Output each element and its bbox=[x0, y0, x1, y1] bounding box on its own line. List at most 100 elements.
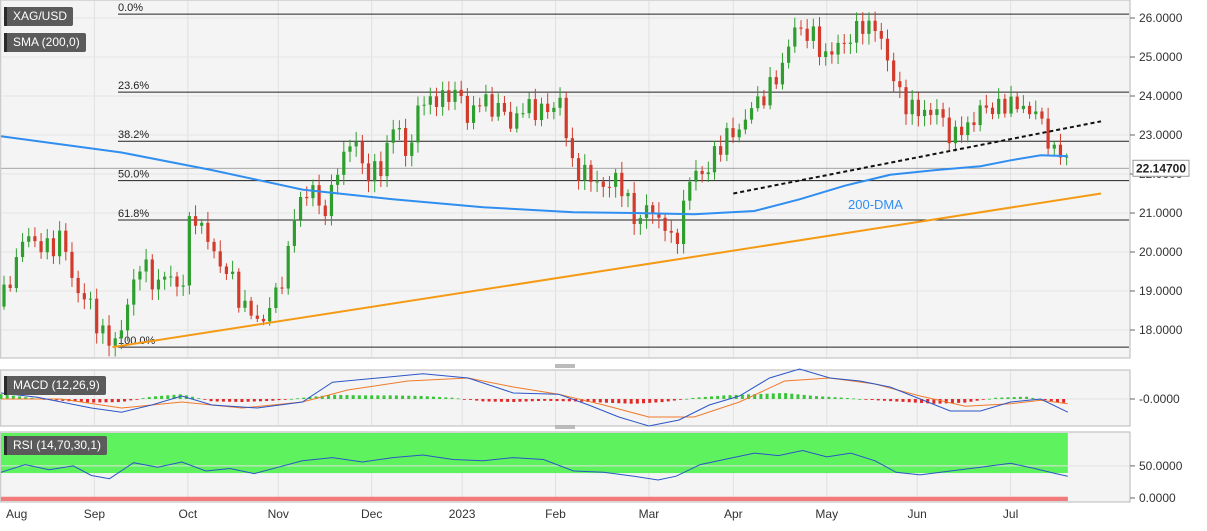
candle-up bbox=[978, 105, 982, 126]
macd-histogram-bar bbox=[852, 398, 856, 400]
macd-histogram-bar bbox=[289, 398, 293, 400]
rsi-indicator-label[interactable]: RSI (14,70,30,1) bbox=[4, 436, 108, 455]
pane-resize-handle-1[interactable] bbox=[555, 364, 575, 368]
candle-down bbox=[805, 28, 809, 41]
candle-up bbox=[397, 128, 402, 130]
sma-200-line bbox=[0, 135, 1068, 216]
macd-histogram-bar bbox=[771, 393, 775, 399]
macd-histogram-bar bbox=[722, 395, 726, 399]
candle-down bbox=[904, 87, 908, 115]
macd-histogram-bar bbox=[55, 399, 59, 401]
candle-up bbox=[1021, 105, 1025, 110]
sma-indicator-label[interactable]: SMA (200,0) bbox=[4, 33, 86, 52]
candle-up bbox=[515, 113, 519, 129]
candle-up bbox=[101, 325, 105, 334]
candle-up bbox=[471, 105, 476, 123]
macd-histogram-bar bbox=[1012, 397, 1016, 399]
macd-histogram-bar bbox=[666, 399, 670, 402]
candle-down bbox=[305, 196, 309, 199]
candle-up bbox=[867, 20, 871, 34]
candle-up bbox=[558, 97, 562, 108]
macd-line bbox=[0, 368, 1069, 427]
candle-up bbox=[119, 330, 123, 339]
candle-up bbox=[638, 217, 642, 224]
rising-trendline bbox=[112, 192, 1102, 349]
candle-up bbox=[231, 271, 235, 274]
candle-down bbox=[1015, 96, 1019, 110]
macd-histogram-bar bbox=[598, 399, 602, 403]
macd-histogram-bar bbox=[777, 393, 781, 399]
candle-down bbox=[76, 277, 80, 294]
candle-down bbox=[576, 158, 581, 181]
macd-histogram-bar bbox=[617, 399, 621, 404]
macd-histogram-bar bbox=[147, 397, 151, 399]
macd-histogram-bar bbox=[197, 398, 201, 400]
macd-histogram-bar bbox=[283, 399, 287, 400]
x-tick-label: Mar bbox=[639, 507, 660, 521]
candle-down bbox=[916, 99, 920, 117]
macd-histogram-bar bbox=[376, 395, 380, 399]
macd-histogram-bar bbox=[882, 399, 886, 401]
macd-histogram-bar bbox=[153, 396, 157, 399]
macd-histogram-bar bbox=[845, 398, 849, 399]
macd-histogram-bar bbox=[994, 397, 998, 399]
candle-up bbox=[286, 245, 290, 289]
macd-histogram-bar bbox=[221, 399, 225, 402]
candle-down bbox=[107, 325, 111, 346]
macd-histogram-bar bbox=[790, 393, 794, 399]
macd-histogram-bar bbox=[141, 398, 145, 399]
macd-histogram-bar bbox=[258, 399, 262, 402]
macd-histogram-bar bbox=[425, 396, 429, 399]
candle-up bbox=[756, 96, 760, 109]
macd-histogram-bar bbox=[648, 399, 652, 403]
macd-histogram-bar bbox=[1018, 396, 1022, 399]
macd-histogram-bar bbox=[271, 399, 275, 401]
macd-histogram-bar bbox=[481, 399, 485, 402]
x-tick-label: Nov bbox=[268, 507, 289, 521]
fibonacci-level-label: 0.0% bbox=[118, 2, 143, 14]
candle-up bbox=[644, 205, 649, 218]
macd-histogram-bar bbox=[567, 399, 571, 402]
macd-histogram-bar bbox=[716, 395, 720, 399]
macd-histogram-bar bbox=[456, 398, 460, 400]
candle-up bbox=[354, 141, 358, 147]
pane-resize-handle-2[interactable] bbox=[555, 425, 575, 429]
macd-histogram-bar bbox=[536, 399, 540, 401]
rsi-y-tick-label: 0.0000 bbox=[1139, 491, 1176, 505]
candle-up bbox=[292, 219, 296, 246]
macd-histogram-bar bbox=[110, 399, 114, 403]
symbol-label[interactable]: XAG/USD bbox=[4, 7, 74, 26]
candle-up bbox=[181, 285, 185, 287]
macd-histogram-bar bbox=[209, 399, 213, 402]
candle-up bbox=[737, 129, 741, 138]
macd-histogram-bar bbox=[950, 399, 954, 404]
candle-up bbox=[125, 304, 130, 331]
macd-histogram-bar bbox=[944, 399, 948, 404]
macd-histogram-bar bbox=[679, 399, 683, 400]
macd-histogram-bar bbox=[889, 399, 893, 402]
candle-up bbox=[200, 222, 204, 226]
macd-histogram-bar bbox=[1043, 399, 1047, 401]
candle-up bbox=[132, 279, 136, 305]
candle-up bbox=[1009, 96, 1013, 114]
candle-down bbox=[51, 238, 56, 257]
macd-histogram-bar bbox=[901, 399, 905, 402]
candle-down bbox=[64, 230, 68, 252]
candle-up bbox=[342, 151, 346, 175]
macd-histogram-bar bbox=[351, 395, 355, 399]
candle-down bbox=[447, 90, 451, 102]
macd-histogram-bar bbox=[92, 399, 96, 403]
macd-histogram-bar bbox=[215, 399, 219, 402]
candle-up bbox=[113, 338, 117, 346]
macd-indicator-label[interactable]: MACD (12,26,9) bbox=[4, 376, 106, 395]
macd-y-tick-label: -0.0000 bbox=[1139, 392, 1180, 406]
candle-down bbox=[564, 97, 568, 139]
candle-down bbox=[947, 117, 951, 144]
macd-histogram-bar bbox=[654, 399, 658, 403]
candle-up bbox=[298, 196, 303, 220]
candle-up bbox=[169, 276, 173, 278]
candle-down bbox=[620, 172, 624, 197]
macd-histogram-bar bbox=[808, 395, 812, 399]
candle-down bbox=[261, 318, 266, 322]
